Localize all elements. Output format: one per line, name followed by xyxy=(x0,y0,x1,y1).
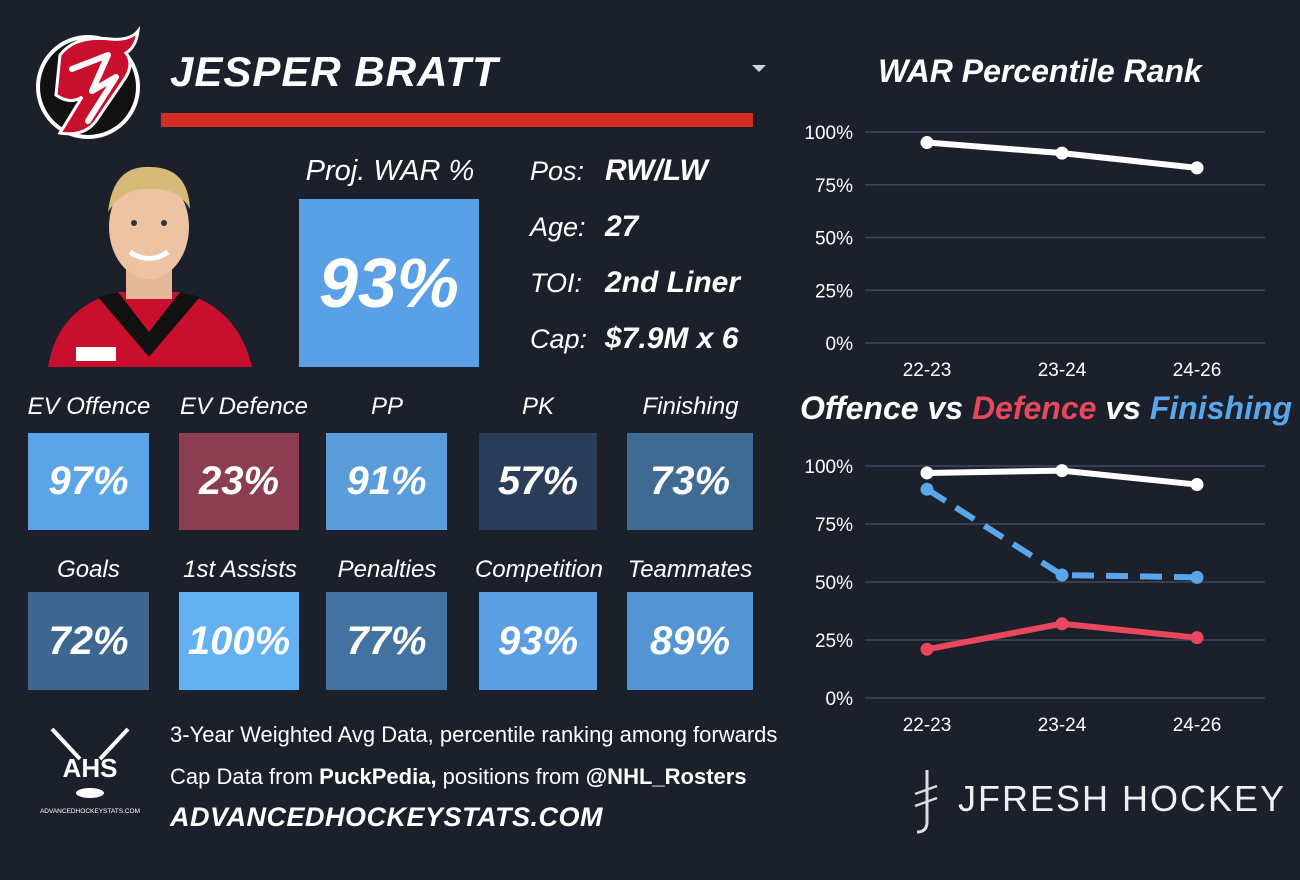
tile-competition: 93% xyxy=(479,592,597,690)
y-tick-label: 100% xyxy=(804,457,853,478)
data-point xyxy=(1190,161,1204,175)
data-point-finishing xyxy=(1190,570,1204,584)
toi-value: 2nd Liner xyxy=(605,266,741,299)
cap-label: Cap: xyxy=(530,324,588,354)
footer-line-1: 3-Year Weighted Avg Data, percentile ran… xyxy=(170,722,778,747)
tile-label-ev-defence: EV Defence xyxy=(179,393,309,420)
tile-1st-assists: 100% xyxy=(179,592,299,690)
x-tick-label: 22-23 xyxy=(903,715,952,736)
title-offence: Offence xyxy=(800,390,919,426)
y-tick-label: 100% xyxy=(804,123,853,144)
data-point-finishing xyxy=(920,482,934,496)
age-label: Age: xyxy=(530,212,586,242)
title-finishing: Finishing xyxy=(1149,390,1293,426)
toi-label: TOI: xyxy=(530,268,583,298)
y-tick-label: 50% xyxy=(815,573,853,594)
jfresh-hockey-brand: JFRESH HOCKEY xyxy=(958,778,1287,819)
chart-title-war: WAR Percentile Rank xyxy=(878,53,1202,89)
title-vs-2: vs xyxy=(1096,390,1150,426)
data-point xyxy=(1055,146,1069,160)
title-vs-1: vs xyxy=(918,390,972,426)
tile-ev-offence: 97% xyxy=(28,433,149,530)
proj-war-value: 93% xyxy=(299,199,479,367)
x-tick-label: 22-23 xyxy=(903,360,952,380)
tile-label-finishing: Finishing xyxy=(642,393,739,420)
y-tick-label: 25% xyxy=(815,281,853,302)
tile-label-pp: PP xyxy=(370,393,403,420)
tile-label-1st-assists: 1st Assists xyxy=(183,556,297,583)
proj-war-label: Proj. WAR % xyxy=(305,155,475,187)
tile-label-competition: Competition xyxy=(474,556,604,583)
y-tick-label: 75% xyxy=(815,515,853,536)
pos-value: RW/LW xyxy=(605,154,708,187)
data-point-defence xyxy=(1055,617,1069,631)
data-point-finishing xyxy=(1055,568,1069,582)
jfresh-logo-icon xyxy=(905,766,945,836)
data-point-defence xyxy=(1190,631,1204,645)
data-point-offence xyxy=(1055,464,1069,478)
tile-ev-defence: 23% xyxy=(179,433,299,530)
pos-label: Pos: xyxy=(530,156,585,186)
ahs-logo-icon: AHS ADVANCEDHOCKEYSTATS.COM xyxy=(38,725,144,820)
svg-text:AHS: AHS xyxy=(63,753,118,783)
title-defence: Defence xyxy=(971,390,1097,426)
caret-down-icon[interactable] xyxy=(750,62,768,76)
tile-label-ev-offence: EV Offence xyxy=(27,393,151,420)
tile-label-teammates: Teammates xyxy=(627,556,753,583)
tile-goals: 72% xyxy=(28,592,149,690)
y-tick-label: 50% xyxy=(815,229,853,250)
name-underline-bar xyxy=(161,113,753,127)
player-headshot xyxy=(38,157,260,367)
tile-penalties: 77% xyxy=(326,592,447,690)
war-percentile-chart: 100% 75% 50% 25% 0% 22-23 23-24 24-26 xyxy=(804,123,1265,380)
y-tick-label: 25% xyxy=(815,631,853,652)
tile-pp: 91% xyxy=(326,433,447,530)
x-tick-label: 24-26 xyxy=(1173,715,1222,736)
chart-title-ovd: Offence vs Defence vs Finishing xyxy=(800,390,1292,427)
x-tick-label: 23-24 xyxy=(1038,360,1087,380)
data-point-defence xyxy=(920,642,934,656)
data-point-offence xyxy=(1190,478,1204,492)
y-tick-label: 0% xyxy=(826,689,854,710)
tile-teammates: 89% xyxy=(627,592,753,690)
y-tick-label: 0% xyxy=(826,334,854,355)
series-line-finishing xyxy=(925,486,1198,581)
footer-line-2: Cap Data from PuckPedia, positions from … xyxy=(170,764,747,789)
data-point-offence xyxy=(920,466,934,480)
tile-label-penalties: Penalties xyxy=(337,556,437,583)
ahs-logo-subtext: ADVANCEDHOCKEYSTATS.COM xyxy=(40,808,140,815)
x-tick-label: 23-24 xyxy=(1038,715,1087,736)
cap-value: $7.9M x 6 xyxy=(605,322,739,355)
age-value: 27 xyxy=(605,210,639,243)
y-tick-label: 75% xyxy=(815,176,853,197)
tile-label-goals: Goals xyxy=(57,556,120,583)
tile-finishing: 73% xyxy=(627,433,753,530)
x-tick-label: 24-26 xyxy=(1173,360,1222,380)
new-jersey-devils-logo-icon xyxy=(30,25,150,145)
player-name: JESPER BRATT xyxy=(170,48,499,95)
footer-url[interactable]: ADVANCEDHOCKEYSTATS.COM xyxy=(170,802,604,832)
offence-defence-finishing-chart: 100% 75% 50% 25% 0% 22-23 23-24 24-26 xyxy=(804,457,1265,736)
tile-pk: 57% xyxy=(479,433,597,530)
data-point xyxy=(920,136,934,150)
tile-label-pk: PK xyxy=(521,393,554,420)
